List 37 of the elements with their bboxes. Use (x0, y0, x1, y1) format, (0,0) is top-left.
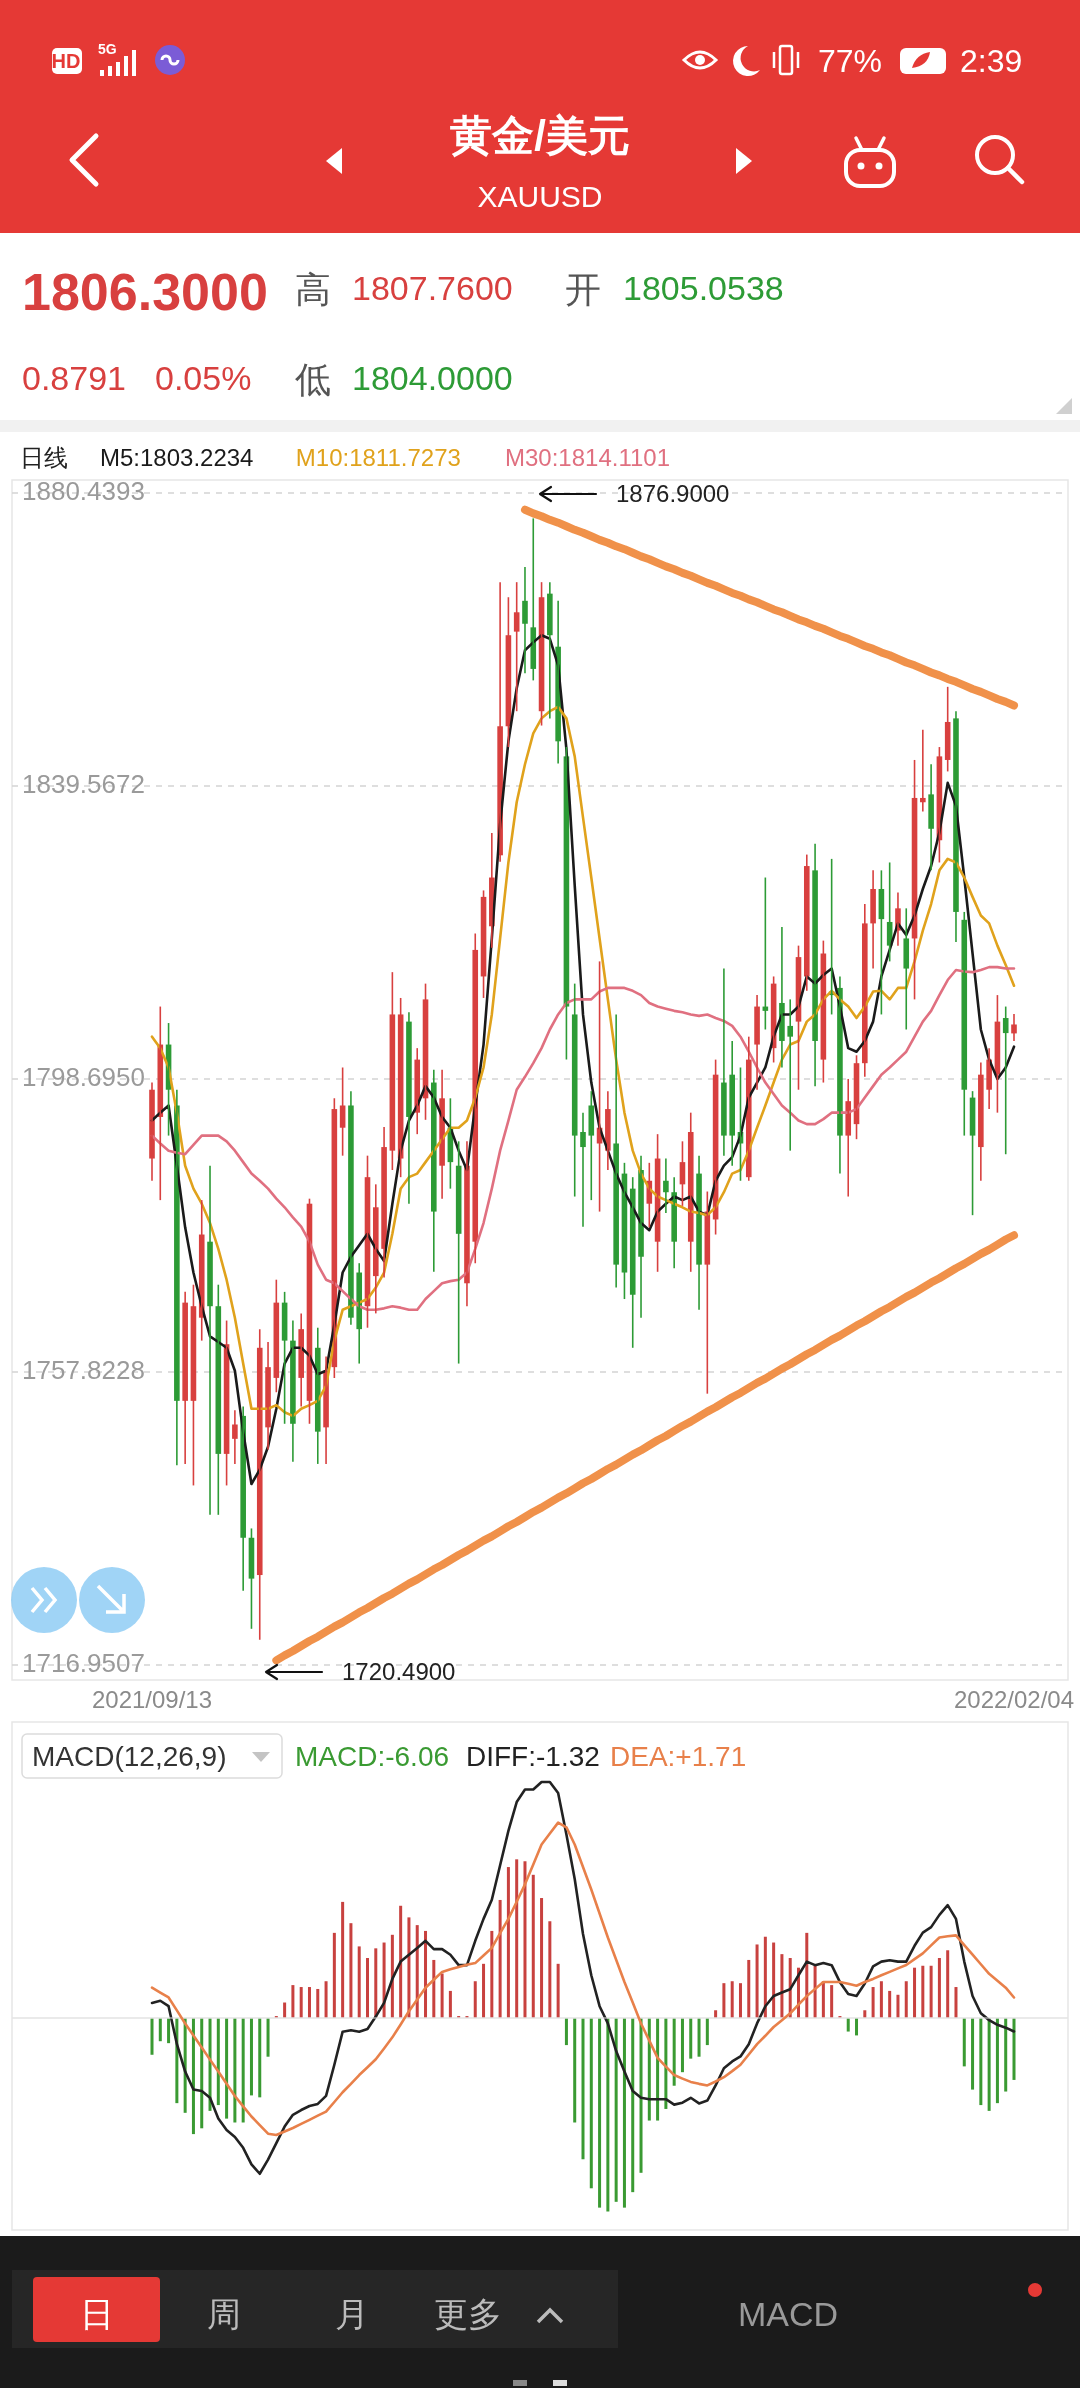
text: M30:1814.1101 (505, 444, 671, 471)
text: 月 (335, 2295, 369, 2333)
text: 1805.0538 (623, 269, 784, 307)
text: 日线 (20, 444, 68, 471)
text: 0.8791 (22, 359, 126, 397)
annotation: 1720.4900 (342, 1658, 456, 1685)
text: MACD (738, 2295, 839, 2333)
text: 1807.7600 (352, 269, 513, 307)
text: 低 (295, 359, 331, 400)
y-tick-label: 1798.6950 (22, 1061, 145, 1092)
text: M5:1803.2234 (100, 444, 254, 471)
text: 2:39 (960, 43, 1023, 79)
chart-title: 黄金/美元 (450, 112, 630, 159)
chart-subtitle: XAUUSD (477, 180, 603, 213)
series-label: DIFF:-1.32 (466, 1741, 600, 1772)
text: MACD:-6.06 (295, 1741, 450, 1772)
y-tick-label: 1839.5672 (22, 768, 145, 799)
text: 1804.0000 (352, 359, 513, 397)
text: 日 (80, 2295, 114, 2333)
text: 0.05% (155, 359, 252, 397)
y-tick-label: 1880.4393 (22, 475, 145, 506)
text: 周 (207, 2295, 241, 2333)
x-tick-label: 2022/02/04 (953, 1686, 1075, 1713)
x-tick-label: 2021/09/13 (91, 1686, 213, 1713)
text: 77% (818, 43, 883, 79)
text: DEA:+1.71 (610, 1741, 747, 1772)
text: 更多 (434, 2295, 502, 2333)
text: 1806.3000 (22, 263, 268, 321)
chart-title: MACD(12,26,9) (32, 1741, 227, 1772)
text: 5G (98, 41, 117, 57)
text: 开 (565, 269, 601, 310)
text: M10:1811.7273 (295, 444, 461, 471)
text: 高 (295, 269, 331, 310)
y-tick-label: 1716.9507 (22, 1647, 145, 1678)
annotation: 1876.9000 (616, 480, 730, 507)
text: HD (51, 50, 81, 72)
y-tick-label: 1757.8228 (22, 1354, 145, 1385)
